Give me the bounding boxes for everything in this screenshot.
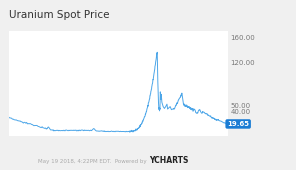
- Text: Uranium Spot Price: Uranium Spot Price: [9, 10, 110, 20]
- Text: 19.65: 19.65: [227, 121, 249, 127]
- Text: May 19 2018, 4:22PM EDT.  Powered by: May 19 2018, 4:22PM EDT. Powered by: [38, 159, 148, 164]
- Text: YCHARTS: YCHARTS: [149, 156, 189, 165]
